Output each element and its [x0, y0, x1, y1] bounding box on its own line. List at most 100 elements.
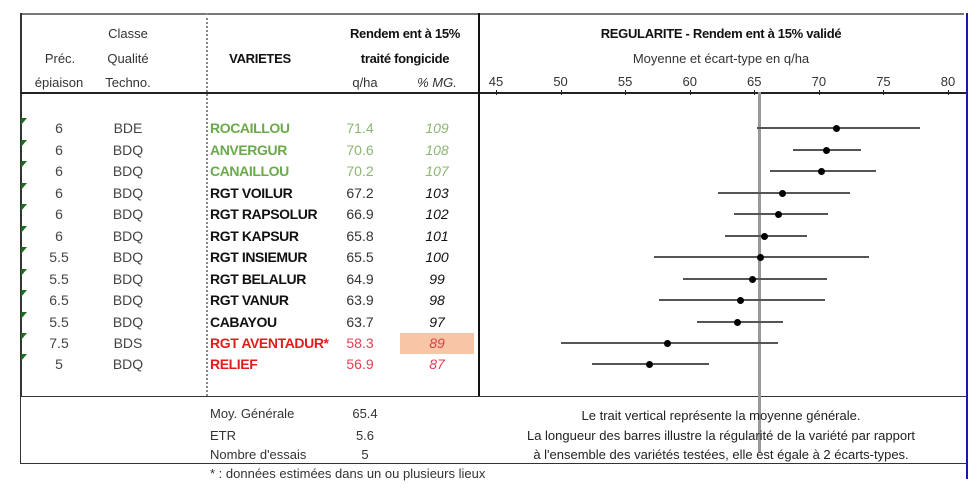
header-rendement-line2: traité fongicide	[360, 51, 450, 66]
mean-dot	[757, 253, 765, 261]
table-row: 6 BDQ RGT VOILUR 67.2 103	[0, 183, 478, 204]
rendement-qha-cell: 64.9	[346, 271, 374, 287]
summary-essais-label: Nombre d'essais	[210, 447, 307, 462]
rendement-pct-cell: 109	[425, 120, 449, 136]
variete-cell: RGT AVENTADUR*	[210, 335, 329, 351]
rendement-pct-cell: 107	[425, 163, 449, 179]
mean-dot	[736, 296, 744, 304]
classe-cell: BDQ	[112, 206, 144, 222]
prec-epiaison-cell: 6	[55, 228, 63, 244]
classe-cell: BDQ	[112, 228, 144, 244]
mean-dot	[817, 167, 825, 175]
mean-dot	[833, 124, 841, 132]
table-row: 7.5 BDS RGT AVENTADUR* 58.3 89	[0, 333, 478, 354]
mean-dot	[761, 232, 769, 240]
classe-cell: BDQ	[112, 292, 144, 308]
rendement-pct-cell: 89	[400, 333, 474, 354]
footnote: * : données estimées dans un ou plusieur…	[210, 466, 486, 481]
rendement-pct-cell: 102	[425, 206, 449, 222]
x-axis-tick	[496, 90, 497, 95]
mean-dot	[733, 318, 741, 326]
x-axis-tick	[948, 90, 949, 95]
table-border-right	[966, 13, 968, 479]
comment-flag-icon	[21, 247, 27, 254]
comment-flag-icon	[21, 140, 27, 147]
note-line1: Le trait vertical représente la moyenne …	[581, 408, 861, 423]
prec-epiaison-cell: 5.5	[49, 314, 69, 330]
chart-separator	[478, 13, 480, 396]
prec-epiaison-cell: 6.5	[49, 292, 69, 308]
table-row: 5.5 BDQ RGT BELALUR 64.9 99	[0, 269, 478, 290]
variete-cell: RGT VOILUR	[210, 185, 293, 201]
table-row: 6 BDQ CANAILLOU 70.2 107	[0, 161, 478, 182]
x-axis-tick-label: 75	[876, 74, 891, 89]
variete-cell: RGT VANUR	[210, 292, 289, 308]
header-prec-line1: Préc.	[44, 51, 76, 66]
rendement-qha-cell: 56.9	[346, 356, 374, 372]
variete-cell: RGT KAPSUR	[210, 228, 299, 244]
table-row: 5.5 BDQ CABAYOU 63.7 97	[0, 312, 478, 333]
prec-epiaison-cell: 6	[55, 185, 63, 201]
rendement-pct-cell: 101	[425, 228, 449, 244]
prec-epiaison-cell: 5.5	[49, 249, 69, 265]
classe-cell: BDS	[113, 335, 143, 351]
comment-flag-icon	[21, 312, 27, 319]
x-axis-tick-label: 70	[811, 74, 827, 89]
classe-cell: BDQ	[112, 314, 144, 330]
table-row: 6 BDQ RGT RAPSOLUR 66.9 102	[0, 204, 478, 225]
header-classe-line1: Classe	[108, 26, 148, 41]
x-axis-tick	[883, 90, 885, 95]
summary-moy-value: 65.4	[352, 406, 378, 421]
variete-cell: CANAILLOU	[210, 163, 289, 179]
classe-cell: BDQ	[112, 356, 144, 372]
comment-flag-icon	[21, 204, 27, 211]
variete-cell: RGT INSIEMUR	[210, 249, 308, 265]
x-axis-tick	[560, 90, 562, 95]
summary-essais-value: 5	[361, 447, 369, 462]
comment-flag-icon	[21, 333, 27, 340]
table-row: 6 BDE ROCAILLOU 71.4 109	[0, 118, 478, 139]
variete-cell: RGT BELALUR	[210, 271, 306, 287]
variete-cell: ROCAILLOU	[210, 120, 290, 136]
comment-flag-icon	[21, 290, 27, 297]
x-axis-tick-label: 60	[682, 74, 697, 89]
header-prec-line2: épiaison	[34, 75, 84, 90]
table-row: 5.5 BDQ RGT INSIEMUR 65.5 100	[0, 247, 478, 268]
rendement-qha-cell: 65.5	[346, 249, 374, 265]
chart-title: REGULARITE - Rendem ent à 15% validé	[600, 26, 842, 41]
classe-cell: BDQ	[112, 249, 144, 265]
header-divider	[20, 92, 966, 94]
x-axis-tick	[754, 90, 756, 95]
header-unit-pct: % MG.	[417, 75, 457, 90]
note-line3: à l'ensemble des variétés testées, elle …	[533, 447, 909, 462]
x-axis-tick	[689, 90, 691, 95]
prec-epiaison-cell: 6	[55, 120, 63, 136]
comment-flag-icon	[21, 118, 27, 125]
prec-epiaison-cell: 6	[55, 163, 63, 179]
variete-cell: ANVERGUR	[210, 142, 287, 158]
x-axis-tick	[625, 90, 627, 95]
classe-cell: BDQ	[112, 163, 144, 179]
comment-flag-icon	[21, 183, 27, 190]
rendement-qha-cell: 58.3	[346, 335, 374, 351]
table-border-top	[20, 13, 964, 15]
rendement-pct-cell: 100	[425, 249, 449, 265]
rendement-pct-cell: 99	[429, 271, 445, 287]
rendement-pct-cell: 97	[429, 314, 445, 330]
rendement-qha-cell: 63.7	[346, 314, 374, 330]
x-axis-tick-label: 50	[553, 74, 568, 89]
mean-dot	[664, 339, 672, 347]
rendement-pct-cell: 87	[429, 356, 445, 372]
x-axis-tick-label: 80	[940, 74, 956, 89]
variete-cell: RGT RAPSOLUR	[210, 206, 318, 222]
prec-epiaison-cell: 7.5	[49, 335, 69, 351]
rendement-qha-cell: 67.2	[346, 185, 374, 201]
header-classe-line3: Techno.	[105, 75, 151, 90]
rendement-qha-cell: 65.8	[346, 228, 374, 244]
rendement-pct-cell: 108	[425, 142, 449, 158]
rendement-qha-cell: 71.4	[346, 120, 374, 136]
classe-cell: BDQ	[112, 271, 144, 287]
rendement-qha-cell: 63.9	[346, 292, 374, 308]
header-rendement-line1: Rendem ent à 15%	[349, 26, 461, 41]
summary-etr-label: ETR	[210, 428, 236, 443]
